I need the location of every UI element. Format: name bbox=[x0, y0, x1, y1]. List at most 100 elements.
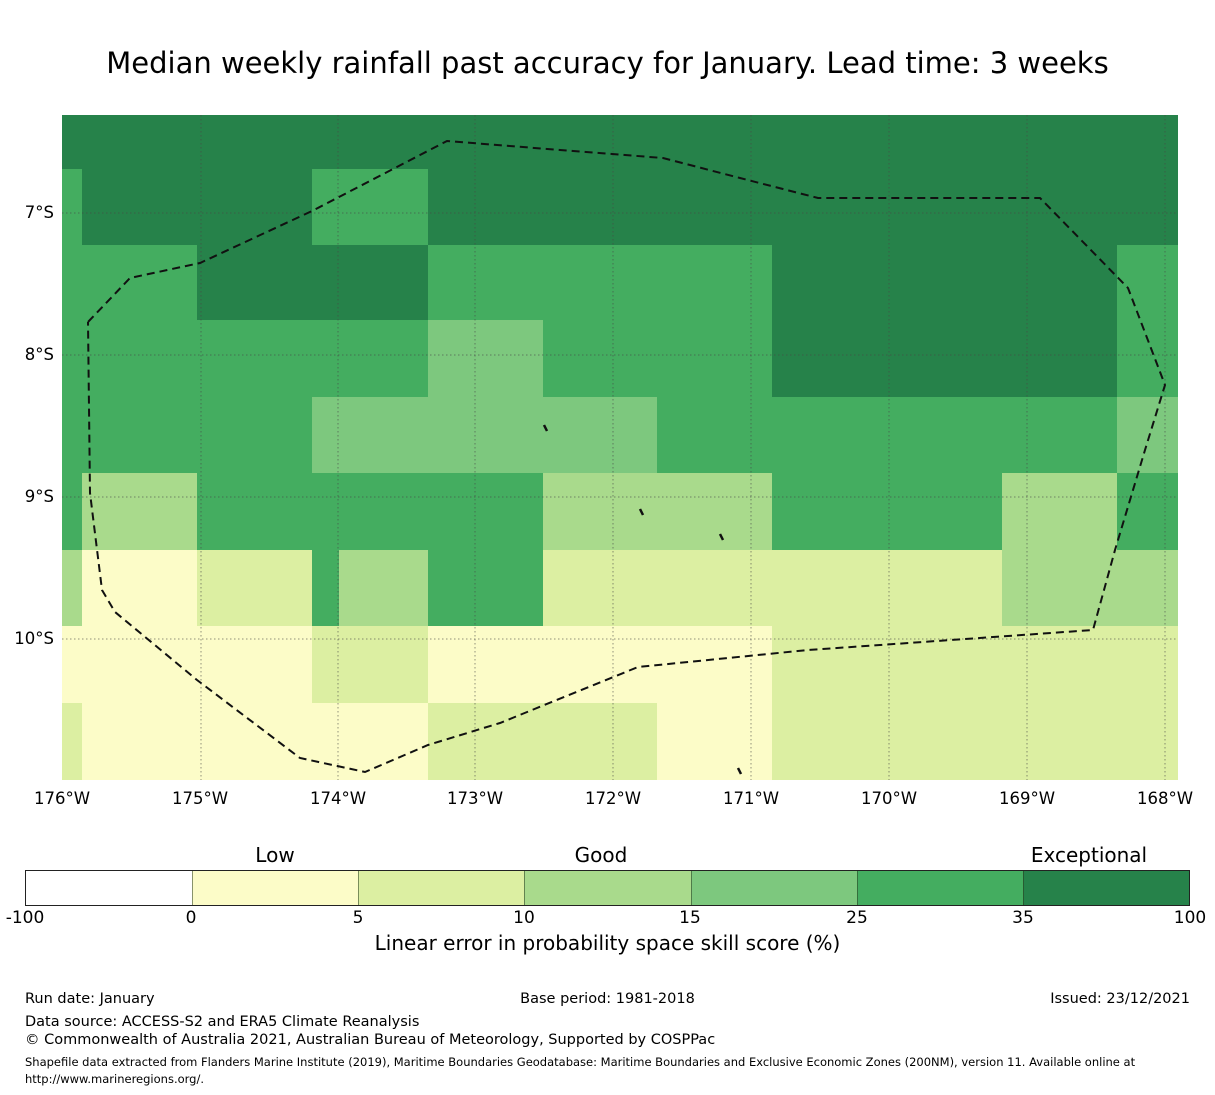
colorbar-caption: Linear error in probability space skill … bbox=[374, 931, 841, 955]
map-cell bbox=[772, 626, 887, 703]
map-cell bbox=[1002, 626, 1117, 703]
map-cell bbox=[1117, 320, 1178, 397]
y-tick-label: 10°S bbox=[14, 629, 54, 648]
map-cell bbox=[1002, 115, 1117, 169]
map-cell bbox=[62, 473, 82, 550]
map-cell bbox=[312, 320, 428, 397]
colorbar-tick-label: 25 bbox=[846, 908, 868, 928]
map-cell bbox=[657, 320, 772, 397]
map-cell bbox=[62, 115, 82, 169]
map-cell bbox=[1117, 115, 1178, 169]
x-tick-label: 174°W bbox=[309, 789, 367, 808]
map-cell bbox=[543, 626, 657, 703]
colorbar-segment bbox=[192, 871, 359, 905]
map-cell bbox=[657, 397, 772, 473]
map-cell bbox=[62, 169, 82, 245]
run-date: Run date: January bbox=[25, 991, 155, 1007]
map-cell bbox=[772, 320, 887, 397]
map-cell bbox=[82, 703, 197, 780]
map-cell bbox=[1117, 703, 1178, 780]
x-tick-label: 176°W bbox=[33, 789, 91, 808]
map-cell bbox=[82, 397, 197, 473]
x-tick-label: 175°W bbox=[171, 789, 229, 808]
colorbar-category-label: Good bbox=[574, 843, 628, 867]
map-cell bbox=[543, 703, 657, 780]
colorbar-tick-label: -100 bbox=[5, 908, 45, 928]
x-tick-label: 169°W bbox=[998, 789, 1056, 808]
colorbar-divider bbox=[856, 871, 858, 905]
map-cell bbox=[1002, 245, 1117, 320]
map-cell bbox=[197, 550, 312, 626]
map-cell bbox=[543, 397, 657, 473]
map-cell bbox=[62, 550, 82, 626]
map-cell bbox=[82, 169, 197, 245]
map-cell bbox=[543, 169, 657, 245]
map-cell bbox=[1117, 397, 1178, 473]
y-tick-label: 9°S bbox=[24, 487, 54, 506]
map-cell bbox=[428, 626, 543, 703]
map-cell bbox=[1117, 550, 1178, 626]
colorbar-segment bbox=[358, 871, 525, 905]
map-cell bbox=[772, 169, 887, 245]
colorbar-segment bbox=[26, 871, 193, 905]
issued-date: Issued: 23/12/2021 bbox=[1050, 991, 1190, 1007]
map-cell bbox=[887, 169, 1002, 245]
map-cell bbox=[82, 245, 197, 320]
map-cell bbox=[657, 703, 772, 780]
map-cell bbox=[312, 703, 428, 780]
map-cell bbox=[428, 550, 543, 626]
map-cell bbox=[543, 115, 657, 169]
map-cell bbox=[1002, 397, 1117, 473]
map-cell bbox=[62, 703, 82, 780]
map-cell bbox=[887, 397, 1002, 473]
colorbar-segment bbox=[524, 871, 691, 905]
map-cell bbox=[1117, 245, 1178, 320]
map-cell bbox=[543, 320, 657, 397]
map-cell bbox=[197, 473, 312, 550]
map-cell bbox=[312, 626, 428, 703]
map-cell bbox=[657, 626, 772, 703]
y-tick-label: 8°S bbox=[24, 345, 54, 364]
map-cell bbox=[887, 245, 1002, 320]
map-cell bbox=[657, 473, 772, 550]
colorbar-category-label: Low bbox=[255, 843, 295, 867]
map-cell bbox=[428, 473, 543, 550]
x-tick-label: 171°W bbox=[722, 789, 780, 808]
map-cell bbox=[82, 115, 197, 169]
map-cell bbox=[197, 245, 312, 320]
map-cell bbox=[1002, 473, 1117, 550]
map-cell bbox=[887, 626, 1002, 703]
map-cell bbox=[772, 397, 887, 473]
map-cell bbox=[62, 245, 82, 320]
map-cell bbox=[62, 320, 82, 397]
map-cell bbox=[543, 245, 657, 320]
map-cell bbox=[312, 245, 428, 320]
map-cell bbox=[1002, 169, 1117, 245]
map-cell bbox=[887, 115, 1002, 169]
x-tick-label: 170°W bbox=[860, 789, 918, 808]
map-cell bbox=[887, 320, 1002, 397]
map-cell bbox=[82, 626, 197, 703]
map-cell-patch bbox=[312, 550, 339, 626]
map-cell bbox=[312, 169, 428, 245]
map-cell bbox=[428, 245, 543, 320]
map-cell bbox=[657, 115, 772, 169]
colorbar-divider bbox=[1022, 871, 1024, 905]
map-cell bbox=[428, 397, 543, 473]
map-cell bbox=[312, 473, 428, 550]
colorbar-divider bbox=[524, 871, 526, 905]
map-cell bbox=[1002, 550, 1117, 626]
map-cell bbox=[657, 169, 772, 245]
map-cell bbox=[657, 550, 772, 626]
data-source: Data source: ACCESS-S2 and ERA5 Climate … bbox=[25, 1014, 420, 1030]
map-cell bbox=[772, 550, 887, 626]
colorbar-divider bbox=[690, 871, 692, 905]
colorbar-tick-label: 100 bbox=[1173, 908, 1207, 928]
map-cell bbox=[197, 626, 312, 703]
map-cell bbox=[772, 473, 887, 550]
map-cell bbox=[428, 115, 543, 169]
map-cell bbox=[657, 245, 772, 320]
colorbar-tick-label: 35 bbox=[1012, 908, 1034, 928]
map-cell bbox=[62, 397, 82, 473]
map-cell bbox=[887, 703, 1002, 780]
